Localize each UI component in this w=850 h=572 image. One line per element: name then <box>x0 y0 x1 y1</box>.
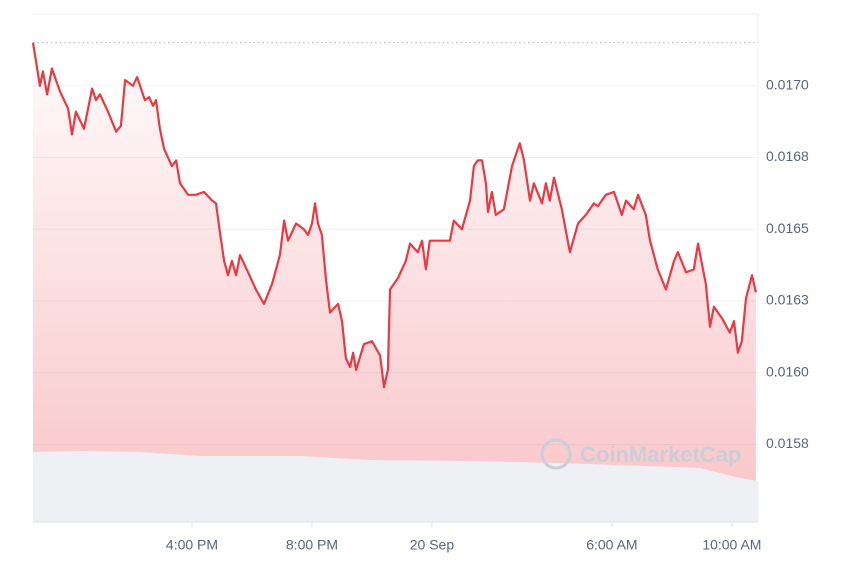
y-tick-label: 0.0158 <box>766 435 809 451</box>
x-tick-label: 10:00 AM <box>702 537 761 553</box>
y-tick-label: 0.0163 <box>766 292 809 308</box>
x-tick-label: 8:00 PM <box>286 537 338 553</box>
x-tick-label: 6:00 AM <box>586 537 637 553</box>
y-tick-label: 0.0160 <box>766 363 809 379</box>
x-tick-label: 20 Sep <box>410 537 455 553</box>
watermark: CoinMarketCap <box>580 442 741 467</box>
y-tick-label: 0.0170 <box>766 76 809 92</box>
volume-area <box>33 451 758 522</box>
y-tick-label: 0.0168 <box>766 148 809 164</box>
y-tick-label: 0.0165 <box>766 220 809 236</box>
watermark-logo <box>540 438 572 470</box>
price-area <box>33 42 756 522</box>
x-tick-label: 4:00 PM <box>166 537 218 553</box>
price-line <box>31 42 757 389</box>
